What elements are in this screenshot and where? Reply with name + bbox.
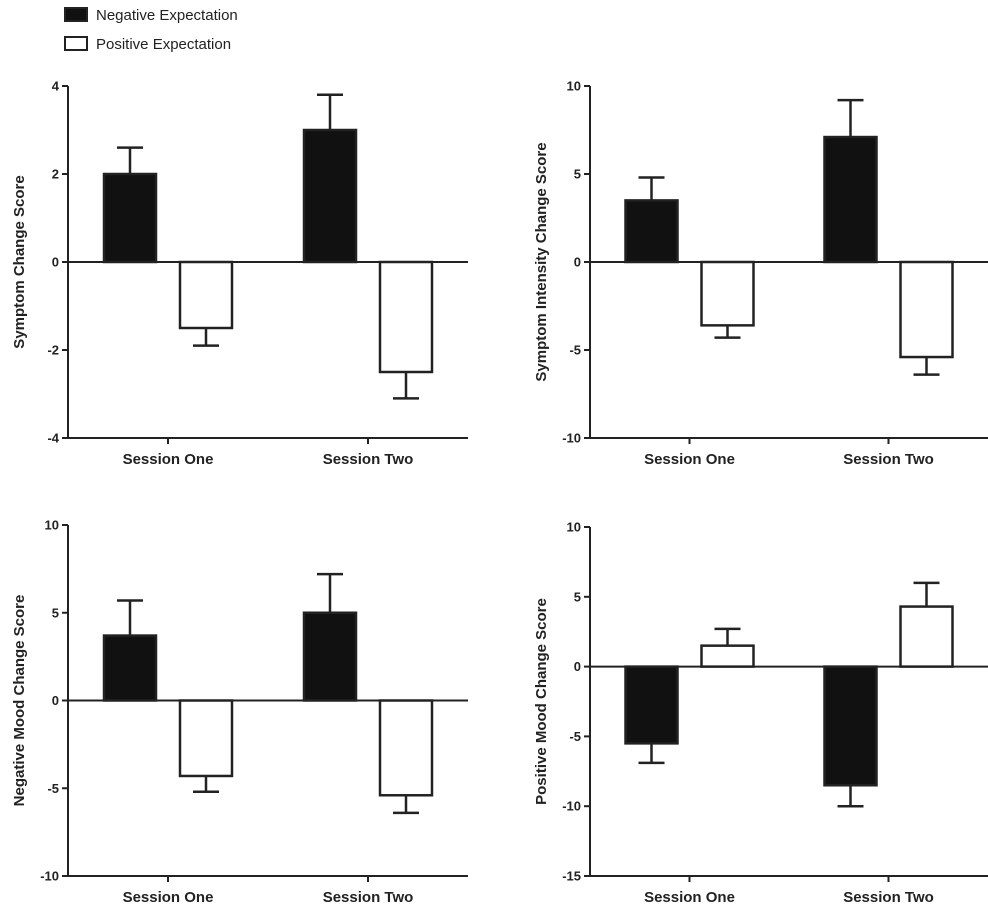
y-tick-label: 2: [52, 167, 59, 182]
y-tick-label: 5: [52, 605, 59, 620]
y-tick-label: -2: [47, 343, 59, 358]
category-label: Session Two: [323, 451, 414, 468]
bar-positive: [178, 699, 234, 778]
y-tick-label: 0: [574, 255, 581, 270]
bar-positive: [899, 605, 954, 668]
bar-negative: [823, 665, 878, 787]
y-tick-label: 10: [567, 520, 581, 535]
y-tick-label: -15: [562, 869, 581, 884]
y-tick-label: 0: [574, 659, 581, 674]
legend-label-positive: Positive Expectation: [96, 36, 231, 53]
y-tick-label: -10: [562, 799, 581, 814]
bar-negative: [302, 128, 358, 264]
y-axis-title: Positive Mood Change Score: [533, 598, 550, 805]
bar-positive: [378, 260, 434, 374]
bar-negative: [624, 665, 679, 745]
category-label: Session Two: [843, 451, 934, 468]
legend-label-negative: Negative Expectation: [96, 7, 238, 24]
legend: Negative Expectation Positive Expectatio…: [64, 7, 238, 53]
legend-swatch-negative: [64, 7, 88, 22]
y-tick-label: -5: [47, 781, 59, 796]
bar-positive: [378, 699, 434, 797]
y-tick-label: 5: [574, 589, 581, 604]
category-label: Session One: [123, 451, 214, 468]
y-tick-label: 4: [52, 79, 60, 94]
y-axis-title: Symptom Change Score: [11, 175, 28, 348]
y-tick-label: -5: [569, 343, 581, 358]
bar-negative: [302, 611, 358, 702]
chart-panel-top-right: 10 5 0 -5 -10 Symptom Intensity Change Score S…: [533, 79, 988, 468]
bar-positive: [700, 260, 755, 327]
chart-panel-bottom-left: 10 5 0 -5 -10 Negative Mood Change Score Sessi…: [11, 518, 468, 906]
category-label: Session One: [644, 889, 735, 906]
chart-panel-top-left: 4 2 0 -2 -4 Symptom Change Score Session One Se…: [11, 79, 468, 468]
chart-panel-bottom-right: 10 5 0 -5 -10 -15 Positive Mood Change Score Se…: [533, 520, 988, 906]
bar-negative: [102, 634, 158, 702]
y-tick-label: -5: [569, 729, 581, 744]
category-label: Session Two: [843, 889, 934, 906]
y-tick-label: 0: [52, 255, 59, 270]
y-tick-label: 0: [52, 693, 59, 708]
category-label: Session One: [123, 889, 214, 906]
y-axis-title: Symptom Intensity Change Score: [533, 142, 550, 381]
bar-positive: [178, 260, 234, 330]
bar-positive: [899, 260, 954, 359]
bar-negative: [102, 172, 158, 264]
y-tick-label: -4: [47, 431, 59, 446]
category-label: Session One: [644, 451, 735, 468]
y-tick-label: 10: [45, 518, 59, 533]
y-tick-label: -10: [40, 869, 59, 884]
bar-negative: [823, 135, 878, 264]
y-tick-label: 5: [574, 167, 581, 182]
bar-positive: [700, 644, 755, 668]
y-tick-label: -10: [562, 431, 581, 446]
y-axis-title: Negative Mood Change Score: [11, 595, 28, 807]
category-label: Session Two: [323, 889, 414, 906]
y-tick-label: 10: [567, 79, 581, 94]
bar-negative: [624, 199, 679, 264]
legend-swatch-positive: [64, 36, 88, 51]
